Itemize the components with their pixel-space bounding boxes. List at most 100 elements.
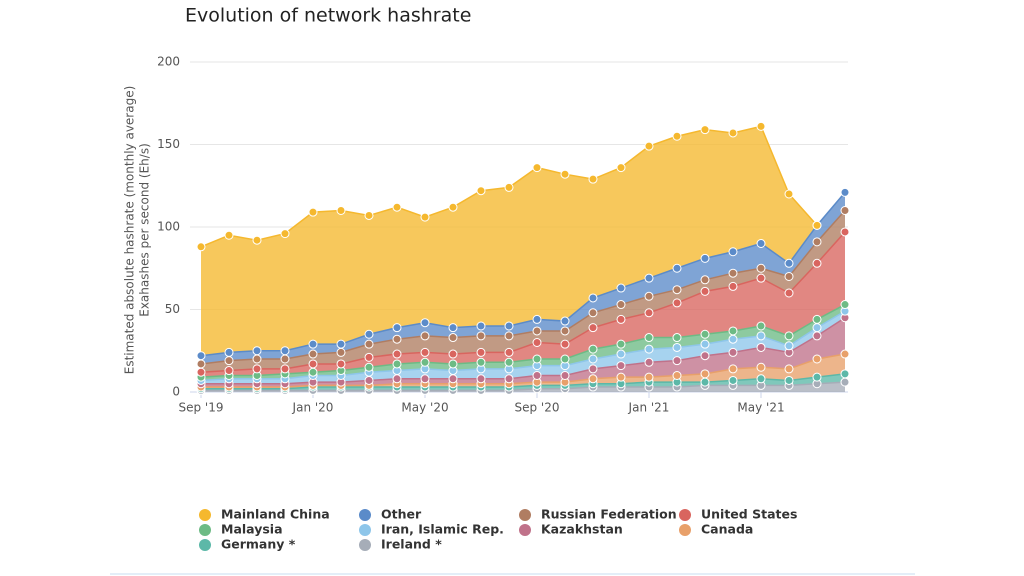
data-point bbox=[728, 347, 738, 357]
data-point bbox=[728, 375, 738, 385]
data-point bbox=[364, 352, 374, 362]
data-point bbox=[336, 339, 346, 349]
lines bbox=[200, 125, 846, 392]
legend-label: Russian Federation bbox=[541, 507, 677, 522]
data-point bbox=[812, 354, 822, 364]
data-point bbox=[560, 339, 570, 349]
data-point bbox=[196, 242, 206, 252]
series-line bbox=[201, 317, 846, 385]
data-point bbox=[560, 371, 570, 380]
data-point bbox=[420, 357, 430, 367]
data-point bbox=[252, 235, 262, 245]
data-point bbox=[644, 291, 654, 301]
data-point bbox=[728, 268, 738, 278]
y-tick-label: 100 bbox=[157, 220, 180, 234]
area-fill bbox=[201, 192, 845, 364]
data-point bbox=[840, 369, 850, 379]
legend-swatch bbox=[359, 539, 371, 551]
data-point bbox=[308, 207, 318, 217]
data-point bbox=[756, 239, 766, 248]
data-point bbox=[840, 187, 850, 197]
data-point bbox=[840, 227, 850, 237]
data-point bbox=[420, 318, 430, 328]
data-point bbox=[728, 128, 738, 138]
legend-swatch bbox=[199, 509, 211, 521]
data-point bbox=[644, 273, 654, 283]
data-point bbox=[364, 210, 374, 220]
data-point bbox=[448, 202, 458, 212]
data-point bbox=[448, 333, 458, 343]
data-point bbox=[504, 321, 514, 331]
y-axis-label-line: Estimated absolute hashrate (monthly ave… bbox=[123, 86, 137, 375]
legend-label: Malaysia bbox=[221, 522, 283, 537]
x-tick-label: Jan '21 bbox=[628, 401, 670, 415]
data-point bbox=[280, 364, 290, 374]
data-point bbox=[840, 377, 850, 387]
data-point bbox=[616, 339, 626, 349]
data-point bbox=[728, 364, 738, 374]
data-point bbox=[784, 364, 794, 374]
data-point bbox=[700, 125, 710, 135]
area-fill bbox=[201, 126, 817, 356]
data-point bbox=[784, 375, 794, 385]
data-point bbox=[364, 375, 374, 385]
data-point bbox=[224, 356, 234, 366]
data-point bbox=[672, 285, 682, 295]
data-point bbox=[840, 349, 850, 359]
series-line bbox=[200, 210, 846, 365]
data-point bbox=[364, 339, 374, 349]
legend-label: Germany * bbox=[221, 537, 296, 552]
data-point bbox=[588, 323, 598, 333]
data-point bbox=[364, 329, 374, 339]
y-tick-label: 50 bbox=[165, 302, 180, 316]
data-point bbox=[560, 316, 570, 326]
data-point bbox=[812, 372, 822, 382]
data-point bbox=[616, 372, 626, 382]
series-line bbox=[201, 353, 846, 388]
legend-swatch bbox=[519, 524, 531, 536]
data-point bbox=[224, 347, 234, 357]
data-point bbox=[812, 314, 822, 324]
data-point bbox=[504, 331, 514, 341]
data-point bbox=[672, 356, 682, 366]
legend-swatch bbox=[679, 509, 691, 521]
legend-label: United States bbox=[701, 507, 797, 522]
data-point bbox=[756, 331, 766, 341]
data-point bbox=[448, 349, 458, 359]
data-point bbox=[476, 357, 486, 367]
data-point bbox=[616, 283, 626, 293]
data-point bbox=[504, 182, 514, 192]
data-point bbox=[476, 347, 486, 357]
data-point bbox=[616, 314, 626, 324]
data-point bbox=[392, 323, 402, 333]
data-point bbox=[308, 359, 318, 369]
data-point bbox=[336, 347, 346, 357]
data-point bbox=[644, 333, 654, 343]
data-point bbox=[616, 300, 626, 310]
series-line bbox=[201, 381, 846, 392]
data-point bbox=[784, 341, 794, 351]
markers bbox=[196, 121, 850, 395]
data-point bbox=[448, 323, 458, 333]
series-line bbox=[200, 191, 846, 357]
data-point bbox=[700, 369, 710, 379]
legend-label: Kazakhstan bbox=[541, 522, 623, 537]
data-point bbox=[616, 349, 626, 359]
area-fill bbox=[201, 311, 845, 384]
data-point bbox=[644, 308, 654, 318]
data-point bbox=[504, 347, 514, 357]
data-point bbox=[476, 321, 486, 331]
legend-label: Ireland * bbox=[381, 537, 442, 552]
data-point bbox=[448, 359, 458, 369]
legend-swatch bbox=[359, 509, 371, 521]
data-point bbox=[224, 230, 234, 240]
legend-label: Mainland China bbox=[221, 507, 330, 522]
series-line bbox=[201, 373, 846, 390]
data-point bbox=[784, 258, 794, 268]
x-tick-label: Sep '20 bbox=[515, 401, 560, 415]
data-point bbox=[420, 374, 430, 384]
data-point bbox=[756, 362, 766, 372]
data-point bbox=[280, 354, 290, 364]
series-line bbox=[200, 303, 846, 378]
data-point bbox=[588, 364, 598, 374]
